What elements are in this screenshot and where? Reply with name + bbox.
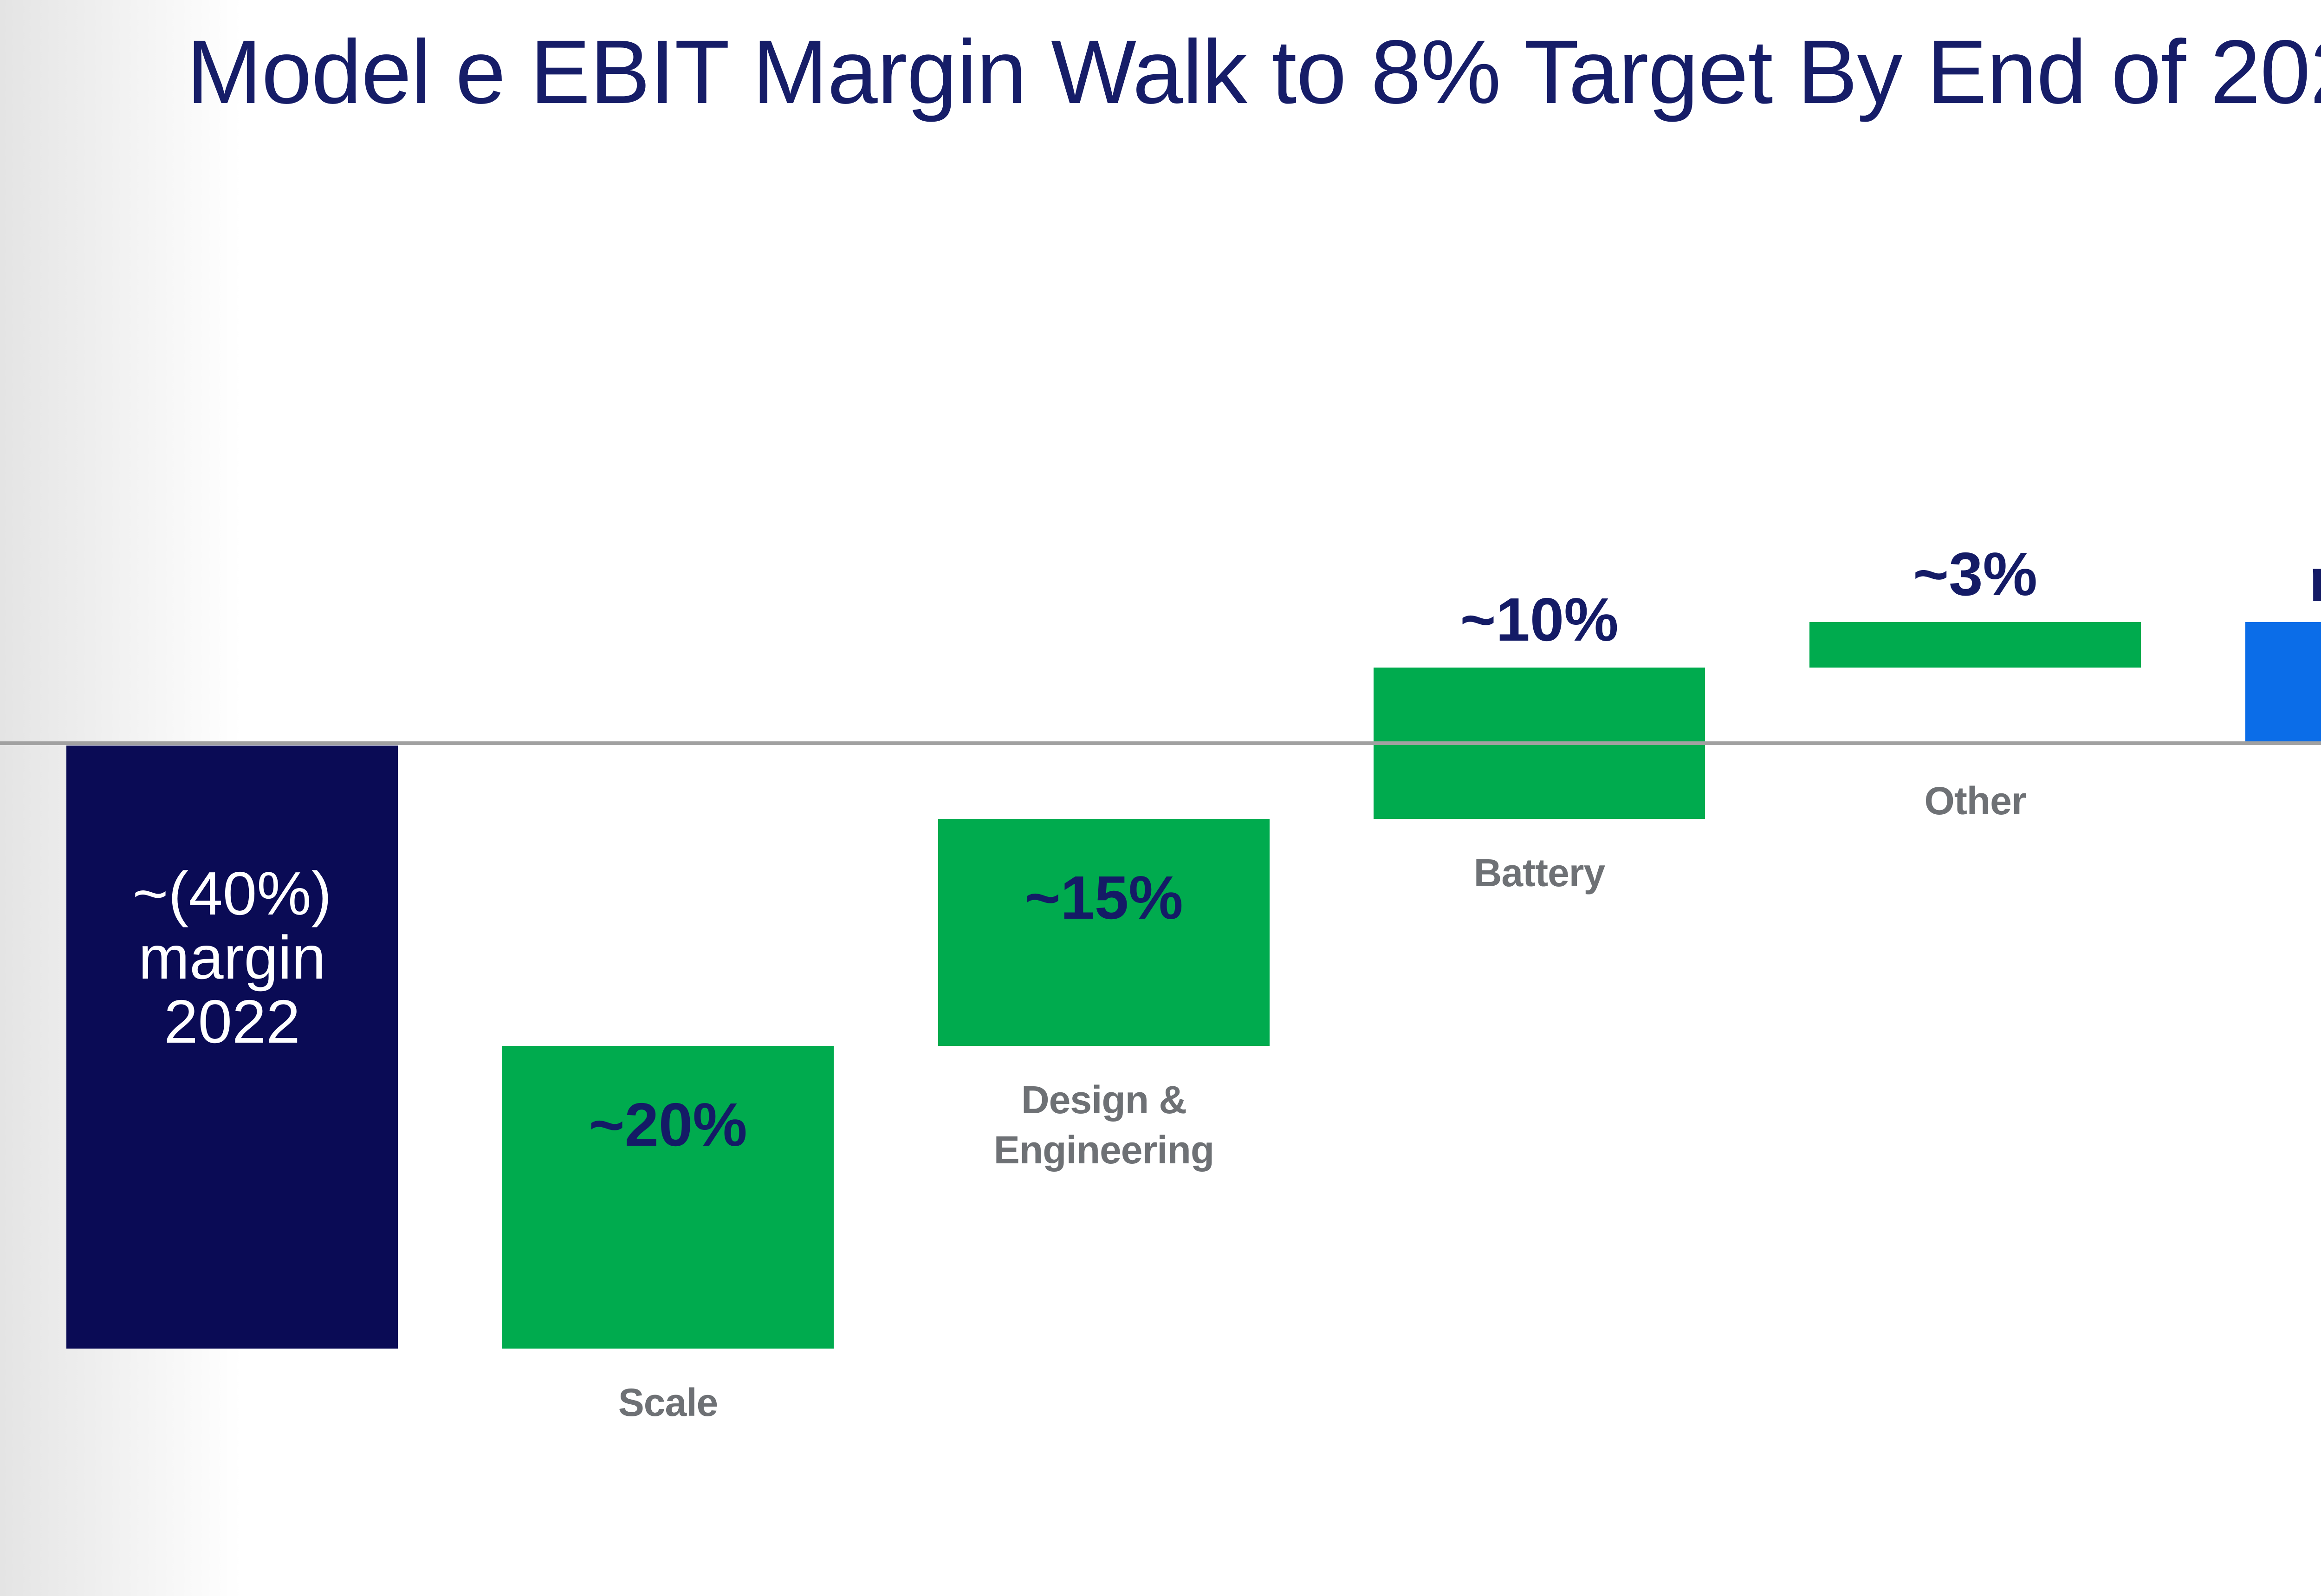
value-label-scale: ~20%	[589, 1090, 747, 1159]
value-label-other: ~3%	[1913, 540, 2037, 608]
category-label-battery: Battery	[1473, 851, 1605, 895]
bar-design-engineering	[938, 819, 1270, 1046]
chart-title: Model e EBIT Margin Walk to 8% Target By…	[186, 21, 2321, 123]
bar-other	[1809, 622, 2141, 668]
value-label-ye-2026: ~8%	[2245, 465, 2321, 542]
category-label-other: Other	[1924, 779, 2026, 823]
inside-label-margin-2022: ~(40%)	[132, 859, 332, 928]
category-label-scale: Scale	[618, 1381, 719, 1424]
bar-ye-2026	[2245, 622, 2321, 743]
inside-label-margin-2022: margin	[138, 923, 326, 992]
bar-scale	[502, 1046, 834, 1349]
value-label-battery: ~10%	[1460, 585, 1619, 654]
inside-label-margin-2022: 2022	[164, 987, 300, 1056]
value-label-ye-2026: margin	[2245, 542, 2321, 618]
baseline-axis	[0, 741, 2321, 745]
category-label-design-engineering: Engineering	[993, 1128, 1214, 1172]
inside-label-ye-2026: YE 2026	[2245, 662, 2321, 708]
category-label-design-engineering: Design &	[1021, 1078, 1187, 1122]
value-label-design-engineering: ~15%	[1024, 863, 1183, 932]
